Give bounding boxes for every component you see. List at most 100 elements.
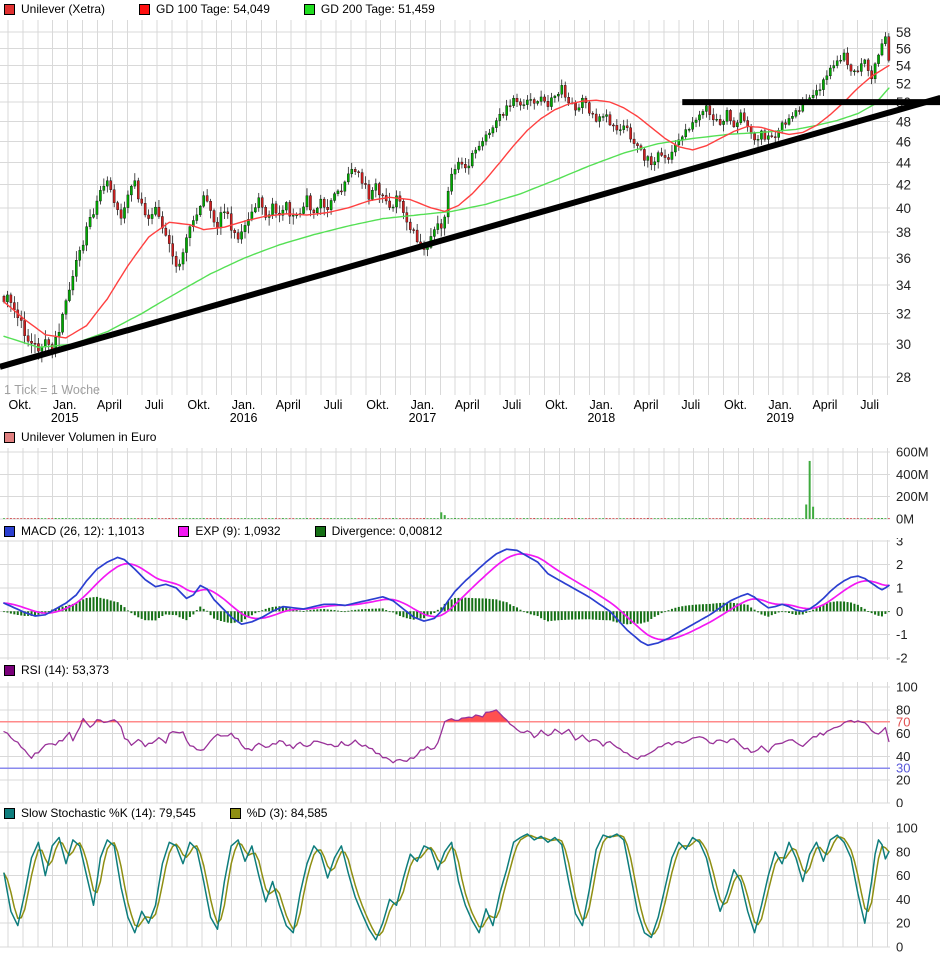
svg-text:0: 0: [896, 940, 903, 955]
svg-text:40: 40: [896, 201, 911, 216]
svg-text:2018: 2018: [587, 411, 615, 425]
svg-text:100: 100: [896, 680, 918, 695]
svg-text:200M: 200M: [896, 489, 929, 504]
macd-legend: MACD (26, 12): 1,1013 EXP (9): 1,0932 Di…: [4, 524, 476, 538]
price-candlestick-chart: 585654525048464442403836343230281 Tick =…: [0, 20, 940, 425]
macd-label: MACD (26, 12): 1,1013: [21, 524, 145, 538]
svg-text:32: 32: [896, 307, 911, 322]
svg-text:100: 100: [896, 821, 918, 836]
svg-text:1: 1: [896, 580, 903, 595]
rsi-legend: RSI (14): 53,373: [4, 663, 143, 677]
svg-text:Juli: Juli: [860, 398, 879, 412]
svg-text:2: 2: [896, 557, 903, 572]
svg-text:40: 40: [896, 892, 910, 907]
svg-text:Jan.: Jan.: [53, 398, 77, 412]
svg-text:34: 34: [896, 278, 912, 293]
svg-text:2017: 2017: [409, 411, 437, 425]
svg-text:2019: 2019: [766, 411, 794, 425]
divergence-swatch-icon: [314, 525, 326, 537]
legend-item-divergence: Divergence: 0,00812: [314, 524, 443, 538]
svg-text:60: 60: [896, 868, 910, 883]
svg-text:80: 80: [896, 844, 910, 859]
svg-text:44: 44: [896, 156, 912, 171]
svg-text:Juli: Juli: [324, 398, 343, 412]
svg-text:1 Tick = 1 Woche: 1 Tick = 1 Woche: [4, 383, 100, 397]
svg-text:0M: 0M: [896, 512, 914, 525]
svg-text:80: 80: [896, 703, 910, 718]
svg-text:Okt.: Okt.: [187, 398, 210, 412]
gd100-label: GD 100 Tage: 54,049: [156, 2, 270, 16]
rsi-chart: 100 80 60 40 20 0 70 30: [0, 680, 918, 808]
svg-text:40: 40: [896, 749, 910, 764]
legend-item-stoch-k: Slow Stochastic %K (14): 79,545: [4, 806, 196, 820]
svg-text:Okt.: Okt.: [366, 398, 389, 412]
svg-text:-1: -1: [896, 627, 908, 642]
gd200-label: GD 200 Tage: 51,459: [320, 2, 435, 16]
stochastic-legend: Slow Stochastic %K (14): 79,545 %D (3): …: [4, 806, 361, 820]
svg-text:600M: 600M: [896, 446, 929, 459]
volume-swatch-icon: [4, 431, 15, 443]
svg-text:70: 70: [896, 714, 910, 729]
exp-label: EXP (9): 1,0932: [195, 524, 281, 538]
volume-legend: Unilever Volumen in Euro: [4, 430, 190, 444]
legend-item-exp: EXP (9): 1,0932: [178, 524, 281, 538]
legend-item-macd: MACD (26, 12): 1,1013: [4, 524, 144, 538]
rsi-label: RSI (14): 53,373: [21, 663, 110, 677]
svg-text:0: 0: [896, 796, 903, 808]
svg-text:Okt.: Okt.: [724, 398, 747, 412]
svg-text:Jan.: Jan.: [232, 398, 256, 412]
rsi-swatch-icon: [4, 664, 15, 676]
svg-text:60: 60: [896, 726, 910, 741]
stoch-k-label: Slow Stochastic %K (14): 79,545: [21, 806, 196, 820]
legend-item-rsi: RSI (14): 53,373: [4, 663, 109, 677]
svg-text:April: April: [812, 398, 837, 412]
stoch-d-swatch-icon: [229, 807, 241, 819]
volume-label: Unilever Volumen in Euro: [21, 430, 157, 444]
svg-text:Jan.: Jan.: [590, 398, 614, 412]
macd-chart: 3 2 1 0 -1 -2: [0, 538, 908, 666]
price-chart-legend: Unilever (Xetra) GD 100 Tage: 54,049 GD …: [4, 2, 469, 16]
svg-text:28: 28: [896, 370, 911, 385]
svg-text:38: 38: [896, 225, 911, 240]
gd200-swatch-icon: [303, 3, 315, 15]
svg-text:Juli: Juli: [681, 398, 700, 412]
svg-text:April: April: [97, 398, 122, 412]
legend-item-stoch-d: %D (3): 84,585: [229, 806, 328, 820]
unilever-series-swatch-icon: [4, 3, 15, 15]
svg-text:April: April: [276, 398, 301, 412]
stoch-k-swatch-icon: [4, 807, 15, 819]
svg-text:2015: 2015: [51, 411, 79, 425]
legend-item-gd100: GD 100 Tage: 54,049: [139, 2, 270, 16]
svg-text:Okt.: Okt.: [545, 398, 568, 412]
divergence-label: Divergence: 0,00812: [331, 524, 443, 538]
svg-text:56: 56: [896, 41, 911, 56]
legend-item-unilever: Unilever (Xetra): [4, 2, 105, 16]
svg-text:400M: 400M: [896, 467, 929, 482]
svg-text:April: April: [634, 398, 659, 412]
svg-text:Juli: Juli: [145, 398, 164, 412]
svg-text:42: 42: [896, 178, 911, 193]
svg-text:-2: -2: [896, 651, 908, 666]
svg-text:58: 58: [896, 25, 911, 40]
svg-text:30: 30: [896, 337, 911, 352]
macd-swatch-icon: [4, 525, 15, 537]
gd100-swatch-icon: [139, 3, 151, 15]
svg-text:Jan.: Jan.: [768, 398, 792, 412]
stoch-d-label: %D (3): 84,585: [246, 806, 328, 820]
svg-text:20: 20: [896, 916, 910, 931]
svg-text:52: 52: [896, 77, 911, 92]
volume-bar-chart: 600M 400M 200M 0M: [0, 446, 929, 525]
svg-text:3: 3: [896, 538, 903, 548]
exp-swatch-icon: [178, 525, 190, 537]
svg-text:46: 46: [896, 135, 911, 150]
stochastic-chart: 100 80 60 40 20 0: [0, 821, 918, 955]
legend-item-volume: Unilever Volumen in Euro: [4, 430, 156, 444]
svg-text:Juli: Juli: [503, 398, 522, 412]
svg-text:Jan.: Jan.: [411, 398, 435, 412]
svg-text:48: 48: [896, 114, 911, 129]
svg-text:54: 54: [896, 59, 912, 74]
svg-text:0: 0: [896, 604, 903, 619]
svg-text:36: 36: [896, 251, 911, 266]
svg-text:30: 30: [896, 761, 910, 776]
